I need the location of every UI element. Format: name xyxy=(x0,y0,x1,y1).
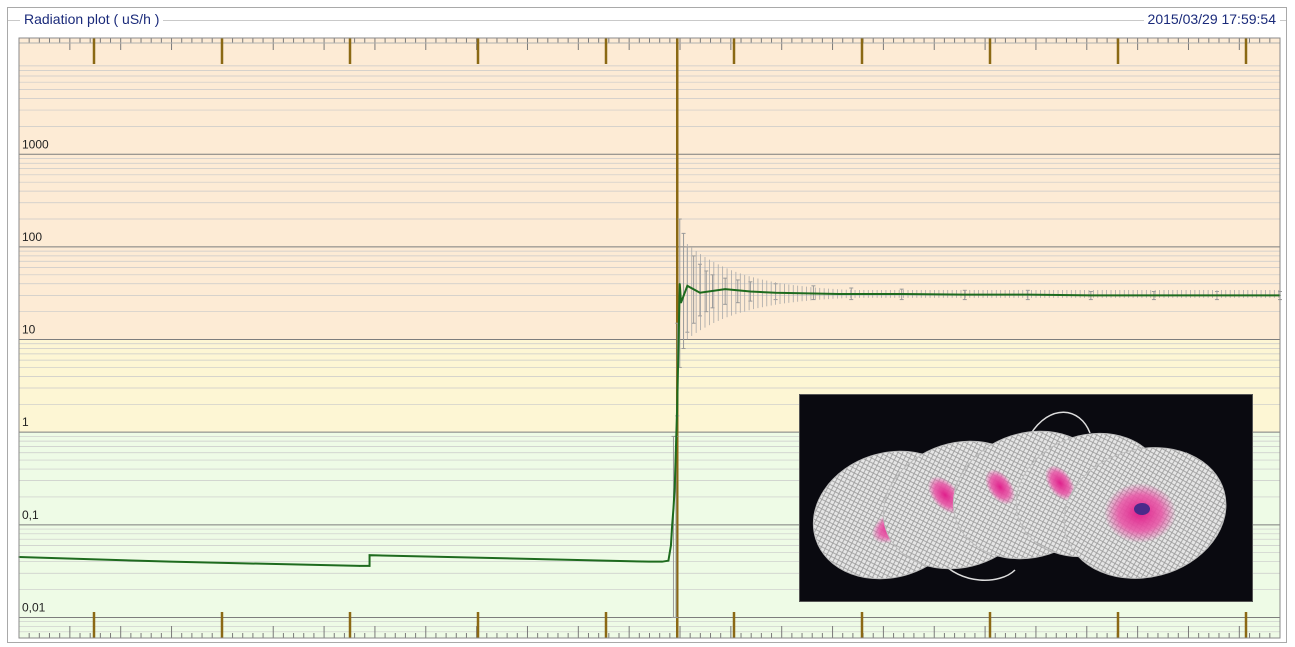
data-point xyxy=(667,559,670,562)
data-point xyxy=(900,293,903,295)
data-point xyxy=(963,293,966,296)
data-point xyxy=(699,291,701,294)
data-point xyxy=(1090,294,1092,297)
timestamp: 2015/03/29 17:59:54 xyxy=(1143,11,1280,27)
y-tick-label: 100 xyxy=(22,230,42,244)
mesh-discs-illustration xyxy=(812,411,1227,581)
y-tick-label: 0,1 xyxy=(22,508,39,522)
data-point xyxy=(672,507,675,510)
plot-border xyxy=(18,37,1281,639)
data-point xyxy=(1027,293,1029,296)
y-tick-label: 10 xyxy=(22,323,36,337)
data-point xyxy=(670,544,672,547)
title-divider xyxy=(8,20,1286,21)
data-point xyxy=(676,403,679,406)
data-point xyxy=(774,291,777,294)
y-tick-label: 1 xyxy=(22,415,29,429)
data-point xyxy=(724,288,726,290)
series-line-0 xyxy=(18,283,1280,567)
data-point xyxy=(837,293,840,295)
data-point xyxy=(680,301,682,304)
data-point xyxy=(358,565,361,567)
data-point xyxy=(671,524,673,526)
y-tick-label: 0,01 xyxy=(22,600,46,614)
stack-of-mesh-discs-image xyxy=(799,394,1253,602)
data-point xyxy=(1216,294,1218,297)
data-point xyxy=(648,560,651,563)
data-point xyxy=(368,554,371,556)
data-point xyxy=(749,290,752,293)
data-point xyxy=(368,565,371,567)
title-bar: Radiation plot ( uS/h ) 2015/03/29 17:59… xyxy=(8,8,1286,34)
data-point xyxy=(678,282,681,285)
data-point xyxy=(661,560,663,563)
zone-band-0 xyxy=(19,38,1280,340)
data-point xyxy=(1153,294,1155,297)
data-point xyxy=(673,487,676,489)
data-point xyxy=(686,285,689,287)
plot-title: Radiation plot ( uS/h ) xyxy=(20,11,164,27)
y-tick-label: 1000 xyxy=(22,137,49,151)
data-point xyxy=(169,560,172,563)
